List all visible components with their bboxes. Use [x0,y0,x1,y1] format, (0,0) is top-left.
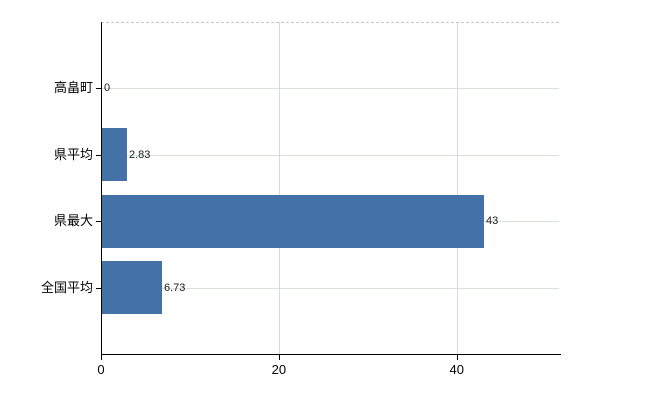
value-label: 43 [486,215,499,227]
x-tick-label: 20 [271,362,287,377]
y-tick-mark [96,221,101,223]
x-axis-line [101,354,561,355]
y-axis-line [101,22,102,354]
value-label: 2.83 [129,149,151,161]
category-label-高畠町: 高畠町 [53,80,93,95]
bar-全国平均 [102,261,162,314]
y-tick-mark [96,154,101,156]
value-label: 0 [104,82,111,94]
x-tick-mark [101,355,102,360]
plot-top-border [101,22,559,23]
category-label-全国平均: 全国平均 [40,280,93,295]
category-label-県最大: 県最大 [53,213,93,228]
h-gridline [101,88,559,90]
y-tick-mark [96,88,101,90]
v-gridline [456,22,458,354]
x-tick-label: 0 [97,362,105,377]
category-label-県平均: 県平均 [53,147,93,162]
y-tick-mark [96,287,101,289]
x-tick-mark [456,355,458,360]
h-gridline [101,287,559,289]
value-label: 6.73 [164,282,186,294]
bar-県最大 [102,195,484,248]
bar-県平均 [102,128,127,181]
x-tick-mark [278,355,280,360]
h-gridline [101,154,559,156]
x-tick-label: 40 [449,362,464,377]
v-gridline [278,22,280,354]
